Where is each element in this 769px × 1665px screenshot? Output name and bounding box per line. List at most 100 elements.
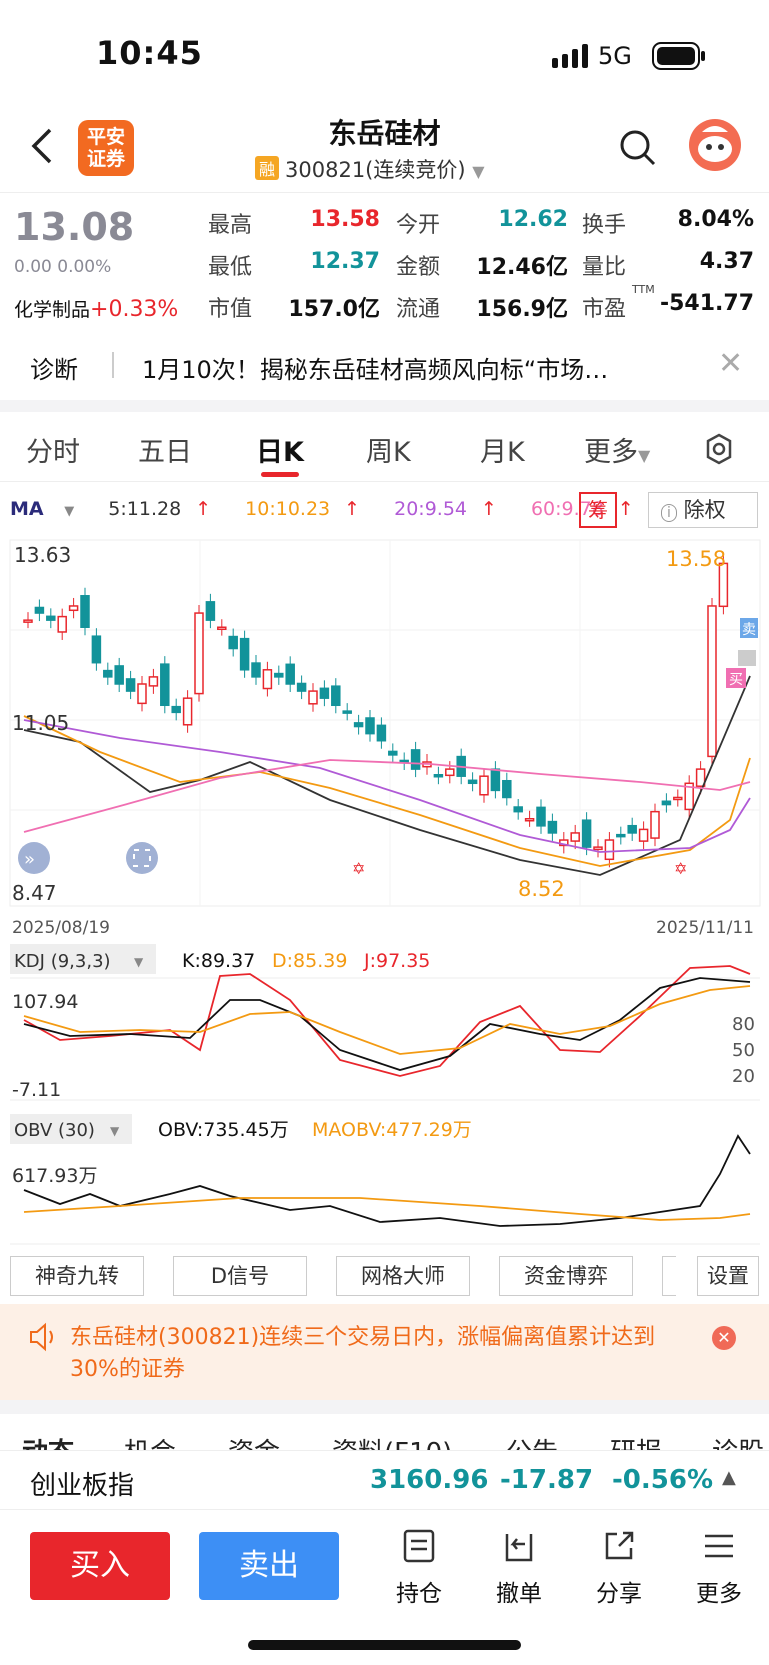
chevron-down-icon: ▼: [64, 504, 75, 519]
battery-icon: [652, 42, 705, 70]
avatar-icon[interactable]: [688, 118, 742, 172]
grid-master-button[interactable]: 网格大师: [336, 1256, 470, 1296]
gear-icon[interactable]: [702, 432, 736, 466]
buy-button[interactable]: 买入: [30, 1532, 170, 1600]
candle-body: [547, 820, 558, 834]
kdj-d-line: [23, 985, 751, 1055]
tab-daily-k[interactable]: 日K: [256, 437, 304, 468]
more-button[interactable]: 更多: [684, 1528, 754, 1608]
tab-five-day[interactable]: 五日: [138, 437, 192, 468]
ma10-value: 10:10.23 ↑: [245, 498, 374, 520]
stock-chart[interactable]: 13.63 11.05 8.47 13.58 8.52 卖 买 ✡ ✡ » 20…: [0, 530, 769, 1250]
float-cap-label: 流通: [396, 297, 441, 322]
tab-diagnosis[interactable]: 诊股: [712, 1432, 764, 1450]
open-label: 今开: [396, 213, 441, 238]
ma-selector[interactable]: MA ▼: [10, 498, 88, 520]
ma20-line: [23, 719, 751, 853]
candle-body: [433, 774, 444, 778]
tab-intraday[interactable]: 分时: [26, 437, 80, 468]
broker-logo[interactable]: 平安 证券: [78, 120, 134, 176]
amount-label: 金额: [396, 255, 441, 280]
ex-rights-label: 除权: [683, 498, 726, 522]
candle-body: [251, 662, 261, 678]
candle-body: [296, 682, 307, 692]
candle-body: [103, 669, 113, 678]
close-icon[interactable]: ✕: [718, 346, 744, 381]
candle-body: [285, 663, 295, 685]
tab-funds[interactable]: 资金: [228, 1432, 280, 1450]
function-buttons: 神奇九转 D信号 网格大师 资金博弈 设置: [0, 1256, 769, 1300]
candle-body: [627, 824, 637, 834]
amount-value: 12.46亿: [476, 255, 568, 280]
sell-button[interactable]: 卖出: [199, 1532, 339, 1600]
cancel-order-button[interactable]: 撤单: [484, 1528, 554, 1608]
back-arrow-icon[interactable]: [24, 126, 64, 166]
signal-marker: [738, 650, 756, 666]
candle-body: [445, 768, 455, 777]
positions-button[interactable]: 持仓: [384, 1528, 454, 1608]
stock-code-selector[interactable]: 融 300821(连续竞价) ▼: [255, 154, 485, 184]
chip-distribution-button[interactable]: 筹: [579, 492, 617, 528]
expand-left-icon[interactable]: »: [18, 842, 50, 874]
tab-monthly-k[interactable]: 月K: [480, 437, 525, 468]
kline-ymin-label: 8.47: [12, 881, 57, 905]
fullscreen-icon[interactable]: [126, 842, 158, 874]
share-button[interactable]: 分享: [584, 1528, 654, 1608]
kdj-lines: [23, 965, 751, 1077]
more-button-partial[interactable]: [662, 1256, 676, 1296]
risk-notice[interactable]: 东岳硅材(300821)连续三个交易日内，涨幅偏离值累计达到30%的证券 ✕: [0, 1304, 769, 1400]
obv-label: OBV (30): [14, 1120, 95, 1141]
tab-research[interactable]: 研报: [610, 1432, 662, 1450]
ma60-line: [23, 759, 751, 833]
sell-signal-icon[interactable]: [740, 618, 758, 638]
close-icon[interactable]: ✕: [712, 1326, 736, 1350]
candle-body: [661, 800, 672, 806]
kline-ymid-label: 11.05: [12, 711, 69, 735]
tab-more-label: 更多: [584, 437, 638, 468]
index-ticker[interactable]: 创业板指 3160.96 -17.87 -0.56% ▲: [0, 1450, 769, 1510]
candle-body: [68, 605, 79, 612]
candle-body: [524, 818, 535, 822]
diagnosis-banner[interactable]: 诊断 1月10次！揭秘东岳硅材高频风向标“市场… ✕: [0, 330, 769, 402]
expand-up-icon[interactable]: ▲: [722, 1467, 736, 1488]
tab-weekly-k[interactable]: 周K: [366, 437, 411, 468]
tab-announcements[interactable]: 公告: [506, 1432, 558, 1450]
high-value: 13.58: [310, 207, 380, 232]
tab-opportunity[interactable]: 机会: [124, 1432, 176, 1450]
candle-body: [684, 782, 694, 811]
candle-body: [228, 635, 238, 650]
index-change: -17.87: [500, 1465, 594, 1495]
kline-grid: [9, 539, 761, 907]
candle-body: [262, 669, 273, 690]
more-label: 更多: [696, 1581, 742, 1607]
network-type: 5G: [598, 42, 632, 70]
magic-nine-button[interactable]: 神奇九转: [10, 1256, 144, 1296]
tab-news[interactable]: 动态: [22, 1432, 74, 1450]
industry-row[interactable]: 化学制品+0.33%: [14, 295, 178, 322]
bottom-toolbar: 买入 卖出 持仓 撤单 分享 更多: [0, 1510, 769, 1665]
arrow-up-icon: ↑: [481, 498, 497, 520]
event-star-icon[interactable]: ✡: [674, 859, 687, 878]
menu-icon: [705, 1534, 733, 1558]
obv-line: [23, 1134, 751, 1227]
index-value: 3160.96: [370, 1465, 489, 1495]
event-star-icon[interactable]: ✡: [352, 859, 365, 878]
kdj-selector[interactable]: [10, 944, 156, 974]
settings-button[interactable]: 设置: [697, 1256, 759, 1296]
fund-game-button[interactable]: 资金博弈: [499, 1256, 633, 1296]
kdj-ymin-label: -7.11: [12, 1079, 61, 1101]
ex-rights-button[interactable]: i 除权: [648, 492, 758, 528]
candle-body: [137, 683, 147, 705]
search-icon[interactable]: [618, 128, 658, 168]
tab-more[interactable]: 更多▼: [584, 430, 650, 469]
tab-f10[interactable]: 资料(F10): [332, 1432, 452, 1450]
buy-signal-icon[interactable]: [726, 668, 746, 688]
diagnosis-label: 诊断: [30, 356, 78, 384]
low-price-label: 8.52: [518, 877, 565, 901]
d-signal-button[interactable]: D信号: [173, 1256, 307, 1296]
candle-body: [23, 619, 33, 623]
buy-signal-label: 买: [729, 672, 743, 688]
obv-selector[interactable]: [10, 1114, 132, 1144]
ma20-value: 20:9.54 ↑: [394, 498, 511, 520]
candle-body: [319, 687, 330, 699]
